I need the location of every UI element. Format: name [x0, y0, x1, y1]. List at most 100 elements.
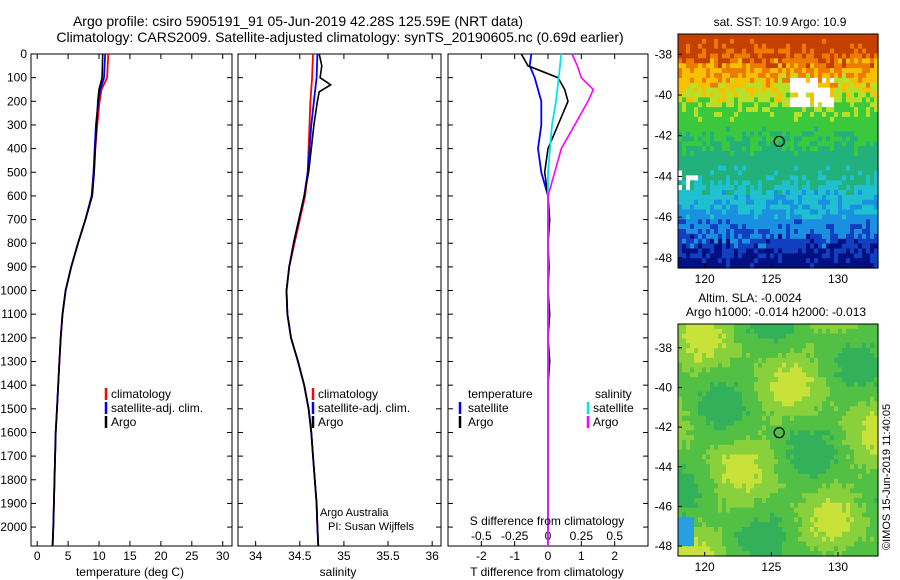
- map-cell: [766, 333, 771, 340]
- map-cell: [822, 440, 827, 446]
- map-cell: [734, 507, 739, 514]
- map-cell: [686, 507, 691, 514]
- map-cell: [706, 517, 711, 523]
- map-cell: [834, 343, 839, 349]
- map-cell: [694, 116, 699, 123]
- map-cell: [686, 498, 691, 504]
- map-cell: [730, 68, 735, 74]
- map-cell: [738, 401, 743, 407]
- map-cell: [786, 440, 791, 446]
- map-cell: [806, 420, 811, 427]
- map-cell: [722, 454, 727, 460]
- map-cell: [706, 328, 711, 335]
- map-cell: [702, 536, 707, 543]
- map-cell: [778, 204, 783, 211]
- map-cell: [678, 415, 683, 422]
- map-cell: [694, 146, 699, 152]
- map-cell: [738, 377, 743, 383]
- map-cell: [782, 121, 787, 128]
- map-cell: [854, 454, 859, 460]
- map-cell: [706, 194, 711, 201]
- map-cell: [842, 324, 847, 330]
- map-cell: [842, 333, 847, 340]
- map-cell: [726, 68, 731, 74]
- map-cell: [798, 219, 803, 225]
- map-cell: [782, 527, 787, 533]
- map-cell: [786, 353, 791, 359]
- map-cell: [742, 522, 747, 528]
- map-cell: [754, 353, 759, 359]
- map-cell: [678, 63, 683, 69]
- map-cell: [678, 34, 683, 40]
- map-cell: [770, 112, 775, 118]
- map-cell: [698, 248, 703, 254]
- map-cell: [738, 483, 743, 489]
- map-cell: [866, 180, 871, 186]
- map-cell: [830, 469, 835, 475]
- map-cell: [714, 488, 719, 494]
- map-cell: [802, 194, 807, 201]
- map-cell: [678, 102, 683, 108]
- map-cell: [726, 469, 731, 475]
- map-cell: [774, 343, 779, 349]
- map-cell: [690, 141, 695, 147]
- map-cell: [850, 406, 855, 412]
- map-cell: [702, 204, 707, 211]
- map-cell: [826, 522, 831, 528]
- map-cell: [842, 454, 847, 460]
- map-cell: [750, 328, 755, 335]
- map-cell: [690, 229, 695, 235]
- map-cell: [766, 112, 771, 118]
- map-cell: [726, 411, 731, 417]
- map-cell: [830, 377, 835, 383]
- map-cell: [854, 73, 859, 79]
- map-cell: [786, 253, 791, 259]
- map-cell: [810, 527, 815, 533]
- map-cell: [826, 258, 831, 264]
- map-cell: [786, 493, 791, 499]
- map-cell: [778, 464, 783, 470]
- map-cell: [770, 536, 775, 543]
- map-cell: [778, 406, 783, 412]
- map-cell: [814, 165, 819, 172]
- map-cell: [862, 527, 867, 533]
- map-cell: [790, 87, 795, 94]
- map-cell: [690, 107, 695, 113]
- map-cell: [862, 58, 867, 64]
- map-cell: [706, 238, 711, 245]
- map-cell: [726, 92, 731, 98]
- map-cell: [738, 146, 743, 152]
- map-cell: [762, 214, 767, 220]
- map-cell: [706, 459, 711, 465]
- map-cell: [686, 338, 691, 344]
- map-cell: [726, 263, 731, 269]
- map-cell: [854, 112, 859, 118]
- map-cell: [838, 34, 843, 40]
- map-cell: [678, 473, 683, 480]
- map-cell: [814, 155, 819, 162]
- map-cell: [702, 362, 707, 369]
- map-cell: [786, 444, 791, 451]
- map-cell: [710, 258, 715, 264]
- map-cell: [806, 449, 811, 456]
- map-cell: [706, 522, 711, 528]
- map-cell: [766, 214, 771, 220]
- map-cell: [858, 107, 863, 113]
- map-cell: [750, 473, 755, 480]
- map-cell: [682, 77, 687, 84]
- map-cell: [838, 116, 843, 123]
- map-cell: [790, 63, 795, 69]
- x-tick-label: 20: [154, 549, 168, 563]
- map-cell: [702, 517, 707, 523]
- map-cell: [710, 97, 715, 103]
- map-cell: [722, 175, 727, 181]
- map-cell: [838, 357, 843, 364]
- map-cell: [770, 136, 775, 142]
- map-cell: [798, 333, 803, 340]
- map-cell: [822, 48, 827, 55]
- series-line-climatology: [51, 53, 110, 547]
- map-cell: [718, 131, 723, 137]
- map-cell: [770, 425, 775, 431]
- map-cell: [714, 141, 719, 147]
- map-cell: [734, 498, 739, 504]
